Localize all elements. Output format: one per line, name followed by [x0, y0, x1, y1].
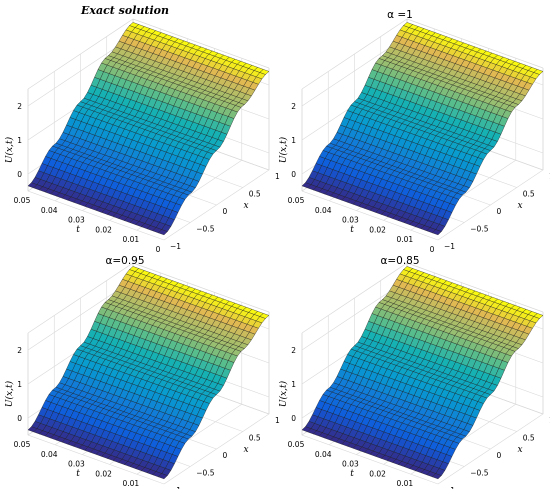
t-tick-label: 0.05 — [288, 196, 305, 205]
x-tick-label: −1 — [444, 242, 455, 251]
surface-panel-3: 01200.010.020.030.040.05−1−0.500.51U(x,t… — [4, 255, 280, 489]
t-tick-label: 0.03 — [342, 460, 359, 469]
t-axis-label: t — [350, 469, 354, 479]
t-tick-label: 0.04 — [41, 206, 58, 215]
x-tick-label: 0 — [497, 207, 502, 216]
t-tick-label: 0.04 — [315, 450, 332, 459]
panel-title: Exact solution — [80, 4, 169, 17]
t-tick-label: 0.04 — [315, 206, 332, 215]
t-tick-label: 0 — [430, 245, 435, 254]
t-tick-label: 0.04 — [41, 450, 58, 459]
x-tick-label: −0.5 — [470, 469, 488, 478]
surface-cell — [259, 69, 270, 75]
surface-panel-2: 01200.010.020.030.040.05−1−0.500.51U(x,t… — [278, 9, 550, 254]
surface-panel-4: 01200.010.020.030.040.05−1−0.500.51U(x,t… — [278, 255, 550, 489]
box-edge — [132, 262, 270, 313]
x-axis-label: x — [517, 445, 522, 455]
z-tick-label: 0 — [291, 414, 296, 423]
x-tick-label: −1 — [170, 486, 181, 489]
z-tick-label: 0 — [291, 170, 296, 179]
t-tick-label: 0.03 — [68, 460, 85, 469]
x-tick-label: 0.5 — [523, 434, 535, 443]
z-tick-label: 2 — [17, 346, 22, 355]
z-tick-label: 1 — [291, 380, 296, 389]
t-tick-label: 0.02 — [369, 225, 386, 234]
z-tick-label: 2 — [291, 102, 296, 111]
t-tick-label: 0 — [156, 245, 161, 254]
grid-line — [163, 312, 270, 485]
panel-title: α=0.85 — [380, 255, 419, 267]
z-axis-label: U(x,t) — [4, 380, 15, 407]
t-tick-label: 0.05 — [14, 440, 31, 449]
z-axis-label: U(x,t) — [4, 136, 15, 163]
t-tick-label: 0.05 — [288, 440, 305, 449]
t-tick-label: 0.02 — [369, 469, 386, 478]
z-tick-label: 1 — [17, 380, 22, 389]
grid-line — [163, 68, 270, 241]
z-tick-label: 1 — [17, 136, 22, 145]
z-tick-label: 2 — [291, 346, 296, 355]
surface-mesh — [27, 266, 270, 480]
x-tick-label: 0 — [497, 451, 502, 460]
t-tick-label: 0.03 — [342, 216, 359, 225]
panel-title: α=0.95 — [105, 255, 144, 267]
x-tick-label: 0.5 — [249, 190, 261, 199]
x-tick-label: −0.5 — [470, 225, 488, 234]
z-tick-label: 2 — [17, 102, 22, 111]
t-axis-label: t — [350, 225, 354, 235]
x-tick-label: −0.5 — [196, 469, 214, 478]
x-axis-label: x — [517, 201, 522, 211]
x-axis-label: x — [243, 201, 248, 211]
t-tick-label: 0.05 — [14, 196, 31, 205]
x-tick-label: 0.5 — [523, 190, 535, 199]
x-tick-label: −1 — [444, 486, 455, 489]
x-tick-label: 1 — [275, 172, 280, 181]
t-axis-label: t — [76, 225, 80, 235]
surface-cell — [533, 313, 544, 319]
x-tick-label: 0 — [223, 207, 228, 216]
x-tick-label: 0.5 — [249, 434, 261, 443]
z-tick-label: 1 — [291, 136, 296, 145]
surface-cell — [259, 313, 270, 319]
x-axis-label: x — [243, 445, 248, 455]
x-tick-label: −1 — [170, 242, 181, 251]
grid-line — [437, 312, 544, 485]
surface-mesh — [27, 22, 270, 236]
box-edge — [406, 262, 544, 313]
z-tick-label: 0 — [17, 414, 22, 423]
x-tick-label: 1 — [275, 416, 280, 425]
surface-cell — [533, 69, 544, 75]
x-tick-label: −0.5 — [196, 225, 214, 234]
t-tick-label: 0.02 — [95, 225, 112, 234]
box-edge — [406, 18, 544, 69]
z-axis-label: U(x,t) — [278, 136, 289, 163]
surface-mesh — [301, 22, 544, 236]
surface-panel-1: 01200.010.020.030.040.05−1−0.500.51U(x,t… — [4, 4, 280, 254]
t-tick-label: 0.01 — [396, 235, 413, 244]
t-axis-label: t — [76, 469, 80, 479]
t-tick-label: 0.02 — [95, 469, 112, 478]
grid-line — [437, 68, 544, 241]
panel-title: α =1 — [387, 9, 413, 21]
x-tick-label: 0 — [223, 451, 228, 460]
t-tick-label: 0.03 — [68, 216, 85, 225]
t-tick-label: 0.01 — [396, 479, 413, 488]
box-edge — [132, 18, 270, 69]
z-tick-label: 0 — [17, 170, 22, 179]
t-tick-label: 0.01 — [122, 235, 139, 244]
z-axis-label: U(x,t) — [278, 380, 289, 407]
t-tick-label: 0.01 — [122, 479, 139, 488]
surface-mesh — [301, 266, 544, 480]
